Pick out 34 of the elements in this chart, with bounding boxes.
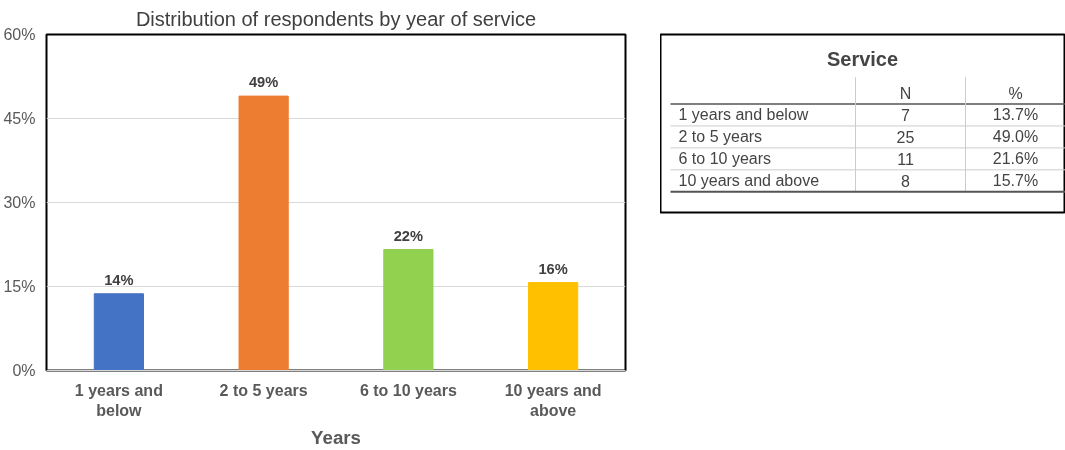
category-label: 2 to 5 years — [678, 128, 763, 146]
data-label: 13.7% — [992, 106, 1039, 124]
data-label: 15.7% — [992, 172, 1039, 190]
y-tick-label: 45% — [3, 110, 36, 127]
bar — [528, 282, 579, 371]
data-label: 22% — [393, 227, 424, 244]
x-tick-label: 2 to 5 years — [219, 381, 308, 399]
chart-title: Distribution of respondents by year of service — [135, 7, 537, 30]
category-label: 6 to 10 years — [678, 150, 771, 168]
x-tick-label: 10 years and above — [504, 381, 602, 419]
y-tick-label: 60% — [3, 26, 36, 43]
bar — [93, 293, 144, 371]
text: % — [1008, 84, 1023, 102]
data-label: 11 — [897, 150, 914, 168]
y-tick-label: 30% — [3, 194, 36, 211]
data-label: 49% — [248, 74, 279, 91]
y-tick-label: 0% — [12, 362, 36, 379]
category-label: 10 years and above — [678, 172, 820, 190]
data-label: 14% — [104, 271, 134, 288]
data-label: 25 — [896, 128, 915, 146]
data-label: 16% — [538, 260, 568, 277]
category-label: 1 years and below — [678, 106, 809, 124]
data-label: 49.0% — [992, 128, 1039, 146]
bar — [383, 249, 434, 371]
x-tick-label: 1 years and below — [74, 381, 163, 419]
data-label: 7 — [901, 106, 911, 124]
text: Service — [826, 47, 899, 70]
y-tick-label: 15% — [3, 278, 36, 295]
x-axis-title: Years — [311, 426, 361, 448]
text: N — [899, 84, 912, 102]
x-tick-label: 6 to 10 years — [359, 381, 457, 399]
data-label: 21.6% — [992, 150, 1039, 168]
bar — [238, 95, 289, 371]
data-label: 8 — [901, 172, 911, 190]
